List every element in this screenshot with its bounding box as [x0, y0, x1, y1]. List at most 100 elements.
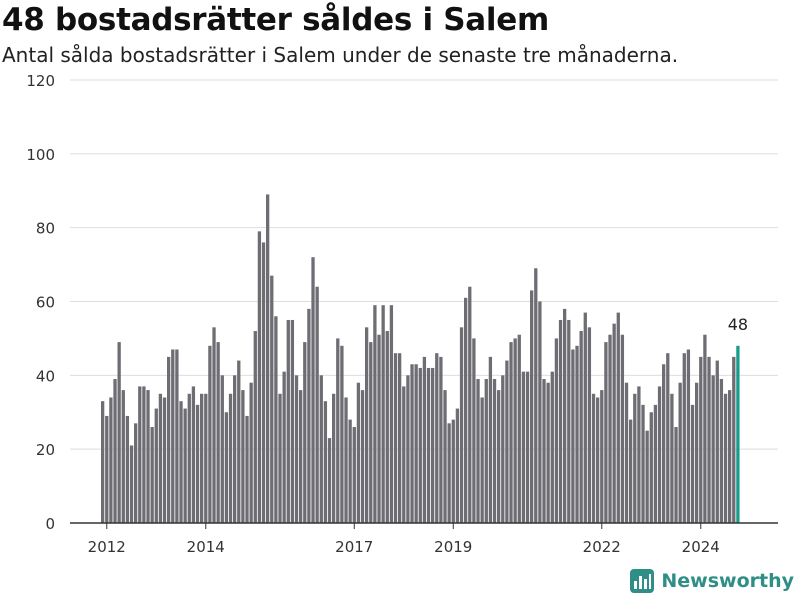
bar: [125, 415, 130, 523]
bar: [389, 305, 394, 523]
bar: [369, 342, 373, 523]
bar: [497, 390, 501, 523]
bar: [563, 308, 567, 523]
bar: [435, 353, 439, 523]
bar: [707, 356, 711, 524]
bar: [410, 364, 414, 523]
bar: [336, 338, 340, 523]
bar: [204, 393, 208, 523]
bar: [472, 338, 476, 523]
bar: [653, 404, 658, 523]
bar: [649, 412, 653, 523]
bar: [406, 375, 410, 523]
x-tick-label: 2017: [335, 538, 373, 556]
bar: [422, 356, 427, 524]
bar: [666, 353, 670, 523]
bar: [121, 390, 125, 523]
bar: [662, 364, 666, 523]
x-tick-label: 2024: [682, 538, 720, 556]
bar: [195, 404, 200, 523]
bar: [451, 419, 455, 523]
bar: [719, 379, 724, 523]
bar: [228, 393, 233, 523]
bar: [101, 401, 105, 523]
bar: [600, 390, 604, 523]
bar: [608, 334, 612, 523]
bar: [620, 334, 625, 523]
bar: [443, 390, 447, 523]
bar: [315, 286, 319, 523]
bar: [558, 319, 563, 523]
bar: [517, 334, 521, 523]
bar: [492, 379, 497, 523]
bar: [332, 393, 336, 523]
bar: [431, 367, 435, 523]
x-tick-label: 2022: [583, 538, 621, 556]
bar: [629, 419, 633, 523]
bar: [134, 423, 138, 523]
bar: [480, 397, 484, 523]
bar: [117, 342, 121, 523]
chart-subtitle: Antal sålda bostadsrätter i Salem under …: [2, 43, 679, 67]
bar: [468, 286, 472, 523]
bar: [732, 356, 736, 524]
bar: [344, 397, 348, 523]
bar: [327, 438, 332, 523]
bar: [393, 353, 398, 523]
bar: [303, 342, 307, 523]
bar: [513, 338, 517, 523]
bar: [525, 371, 530, 523]
bar: [200, 393, 204, 523]
bar: [699, 356, 703, 524]
bar: [278, 393, 282, 523]
bar: [245, 415, 249, 523]
bar: [711, 375, 715, 523]
bar: [109, 397, 113, 523]
bar: [534, 268, 538, 523]
bar: [220, 375, 224, 523]
bar: [171, 349, 175, 523]
bar: [633, 393, 637, 523]
bar: [162, 397, 167, 523]
bar: [596, 397, 600, 523]
bar: [216, 342, 220, 523]
bar: [670, 393, 674, 523]
bar: [402, 386, 406, 523]
bar: [175, 349, 179, 523]
highlight-value-label: 48: [728, 315, 748, 334]
bar: [299, 390, 303, 523]
bar: [715, 360, 719, 523]
bar: [381, 305, 385, 523]
bar: [373, 305, 377, 523]
bar: [703, 334, 707, 523]
bar: [509, 342, 513, 523]
bar: [624, 382, 629, 523]
bar: [286, 319, 290, 523]
bar: [488, 356, 493, 524]
newsworthy-logo-icon: [630, 569, 655, 593]
bar: [253, 331, 257, 523]
bar: [587, 327, 592, 523]
bar: [439, 356, 443, 524]
bar: [398, 353, 402, 523]
bar: [311, 257, 315, 523]
bar: [538, 301, 542, 523]
bar: [723, 393, 728, 523]
bar: [447, 423, 451, 523]
brand-name: Newsworthy: [661, 570, 794, 592]
bar: [459, 327, 464, 523]
y-tick-label: 40: [36, 367, 55, 385]
bar: [360, 390, 365, 523]
bar: [426, 367, 431, 523]
bar: [505, 360, 509, 523]
bar: [179, 401, 183, 523]
bar: [674, 427, 678, 523]
bar: [150, 427, 154, 523]
bar: [476, 379, 480, 523]
bar: [319, 375, 323, 523]
highlight-bar: [736, 345, 740, 523]
bar: [266, 194, 270, 523]
bar: [105, 415, 109, 523]
bar: [550, 371, 554, 523]
